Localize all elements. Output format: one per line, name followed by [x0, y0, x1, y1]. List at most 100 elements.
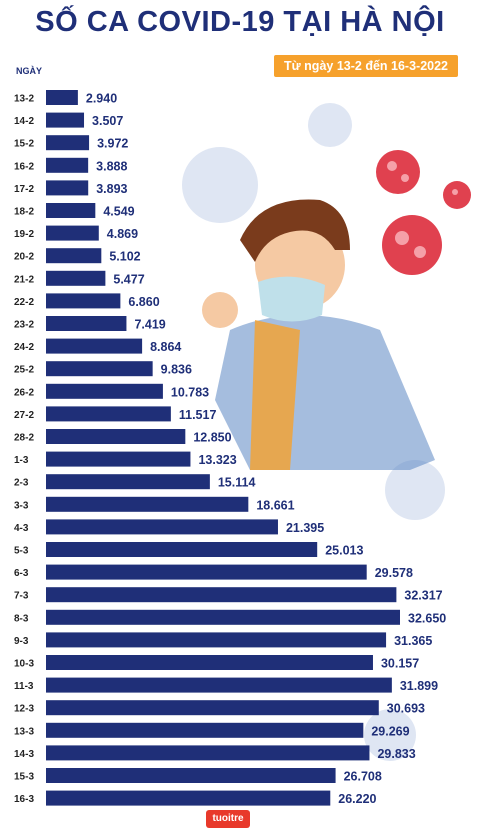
bar: [46, 203, 96, 218]
value-label: 18.661: [256, 498, 294, 512]
value-label: 11.517: [179, 408, 217, 422]
bar: [46, 722, 364, 738]
value-label: 3.507: [92, 114, 123, 128]
value-label: 3.893: [96, 182, 127, 196]
value-label: 13.323: [198, 453, 236, 467]
bar: [46, 496, 249, 512]
bar: [46, 135, 90, 151]
bar: [46, 180, 89, 196]
bar: [46, 383, 163, 399]
bar: [46, 338, 143, 354]
category-label: 20-2: [14, 252, 34, 263]
bar: [46, 609, 400, 625]
category-label: 14-3: [14, 749, 34, 760]
bar: [46, 519, 278, 535]
category-label: 9-3: [14, 636, 29, 647]
category-label: 13-2: [14, 94, 34, 105]
value-label: 15.114: [218, 476, 256, 490]
bar: [46, 632, 387, 648]
bar: [46, 542, 318, 557]
bar: [46, 157, 89, 173]
value-label: 6.860: [128, 295, 159, 309]
category-label: 11-3: [14, 681, 34, 692]
category-label: 16-2: [14, 161, 34, 172]
category-label: 24-2: [14, 342, 34, 353]
bar: [46, 677, 392, 693]
value-label: 29.833: [377, 747, 415, 761]
category-label: 13-3: [14, 726, 34, 737]
value-label: 5.477: [113, 272, 144, 286]
bar: [46, 474, 210, 490]
category-label: 8-3: [14, 613, 29, 624]
value-label: 26.220: [338, 792, 376, 806]
category-label: 18-2: [14, 207, 34, 218]
bar: [46, 225, 99, 241]
value-label: 30.693: [387, 702, 425, 716]
category-label: 16-3: [14, 794, 34, 805]
value-label: 5.102: [109, 250, 140, 264]
category-label: 15-2: [14, 139, 34, 150]
value-label: 32.317: [404, 589, 442, 603]
bar: [46, 316, 127, 331]
value-label: 9.836: [161, 363, 192, 377]
value-label: 29.269: [371, 724, 409, 738]
date-range-badge: Từ ngày 13-2 đến 16-3-2022: [274, 55, 458, 77]
category-label: 25-2: [14, 365, 34, 376]
value-label: 4.549: [103, 205, 134, 219]
category-label: 6-3: [14, 568, 29, 579]
category-label: 21-2: [14, 274, 34, 285]
bar: [46, 700, 379, 716]
red-virus-icon: [376, 150, 471, 275]
page-title: SỐ CA COVID-19 TẠI HÀ NỘI: [35, 6, 445, 38]
value-label: 25.013: [325, 544, 363, 558]
category-label: 27-2: [14, 410, 34, 421]
bar: [46, 564, 367, 580]
bar: [46, 587, 397, 603]
category-label: 19-2: [14, 229, 34, 240]
category-label: 7-3: [14, 591, 29, 602]
bar: [46, 429, 186, 444]
bar: [46, 745, 370, 761]
bar: [46, 248, 102, 264]
value-label: 3.972: [97, 137, 128, 151]
category-label: 15-3: [14, 772, 34, 783]
value-label: 10.783: [171, 385, 209, 399]
value-label: 32.650: [408, 611, 446, 625]
category-label: 23-2: [14, 320, 34, 331]
bar: [46, 790, 331, 806]
virus-background-icon: [182, 103, 445, 761]
value-label: 12.850: [193, 431, 231, 445]
value-label: 8.864: [150, 340, 181, 354]
brand-logo: tuoitre: [206, 810, 250, 828]
category-label: 3-3: [14, 500, 29, 511]
bar: [46, 270, 106, 286]
category-label: 12-3: [14, 704, 34, 715]
category-label: 14-2: [14, 116, 34, 127]
category-label: 17-2: [14, 184, 34, 195]
category-label: 2-3: [14, 478, 29, 489]
category-label: 5-3: [14, 546, 29, 557]
value-label: 31.899: [400, 679, 438, 693]
value-label: 2.940: [86, 92, 117, 106]
bar: [46, 90, 78, 105]
value-label: 21.395: [286, 521, 324, 535]
bar: [46, 406, 171, 422]
category-label: 22-2: [14, 297, 34, 308]
bar: [46, 112, 85, 128]
bar: [46, 655, 373, 670]
category-label: 10-3: [14, 659, 34, 670]
y-axis-label: NGÀY: [16, 66, 42, 76]
bar: [46, 451, 191, 467]
value-label: 4.869: [107, 227, 138, 241]
value-label: 7.419: [134, 318, 165, 332]
category-label: 26-2: [14, 387, 34, 398]
value-label: 3.888: [96, 159, 127, 173]
value-label: 26.708: [344, 770, 382, 784]
value-label: 29.578: [375, 566, 413, 580]
bar: [46, 768, 336, 783]
value-label: 31.365: [394, 634, 432, 648]
category-label: 1-3: [14, 455, 29, 466]
value-label: 30.157: [381, 657, 419, 671]
category-label: 4-3: [14, 523, 29, 534]
